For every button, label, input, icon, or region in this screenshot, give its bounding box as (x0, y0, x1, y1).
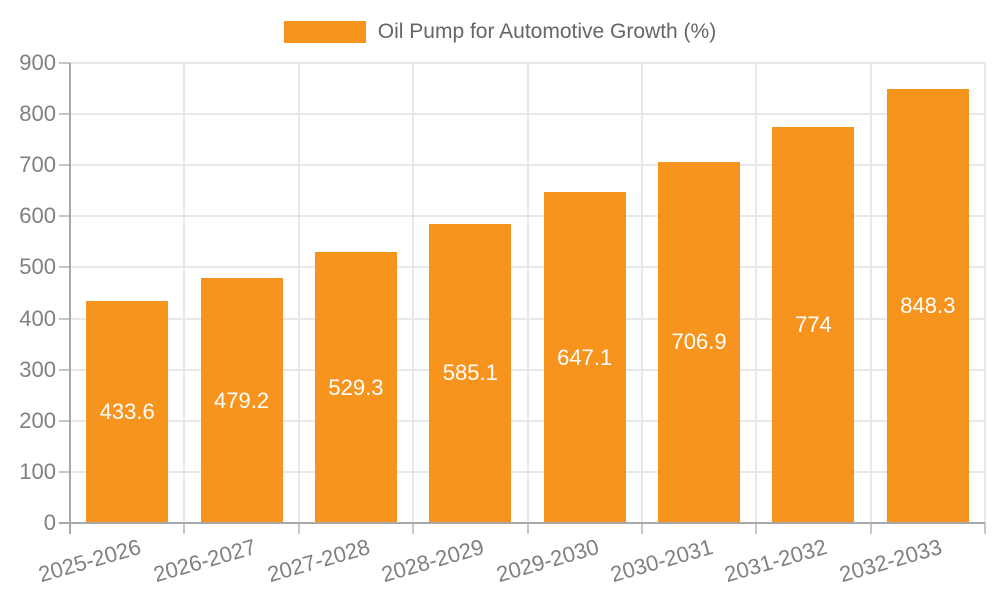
y-tick (59, 470, 70, 473)
y-tick-label: 100 (19, 458, 56, 484)
y-tick (59, 113, 70, 116)
legend-swatch (283, 21, 366, 43)
y-tick (59, 62, 70, 64)
v-gridline (297, 63, 300, 523)
legend[interactable]: Oil Pump for Automotive Growth (%) (0, 14, 1000, 50)
x-axis-line (59, 522, 985, 524)
bar: 848.3 (886, 89, 969, 523)
bar: 706.9 (658, 161, 741, 523)
v-gridline (984, 63, 986, 523)
bar: 529.3 (314, 252, 397, 523)
x-tick (869, 523, 872, 534)
v-gridline (755, 63, 758, 523)
bar: 585.1 (429, 223, 512, 523)
y-tick-label: 700 (19, 152, 56, 178)
x-tick (755, 523, 758, 534)
v-gridline (183, 63, 186, 523)
x-tick (526, 523, 529, 534)
y-tick-label: 600 (19, 203, 56, 229)
v-gridline (412, 63, 415, 523)
y-tick (59, 317, 70, 320)
y-tick (59, 368, 70, 371)
legend-label: Oil Pump for Automotive Growth (%) (377, 20, 717, 43)
bar-value-label: 585.1 (442, 360, 498, 386)
bar: 433.6 (86, 301, 169, 523)
v-gridline (526, 63, 529, 523)
y-tick (59, 419, 70, 422)
y-tick-label: 500 (19, 254, 56, 280)
bar-value-label: 848.3 (900, 293, 956, 319)
y-tick-label: 900 (19, 50, 56, 75)
x-tick (297, 523, 300, 534)
bar-value-label: 479.2 (214, 387, 270, 413)
bar-value-label: 529.3 (328, 374, 384, 400)
y-tick-label: 200 (19, 407, 56, 433)
bar-value-label: 433.6 (99, 399, 155, 425)
bar: 647.1 (543, 192, 626, 523)
x-tick (183, 523, 186, 534)
x-tick (640, 523, 643, 534)
v-gridline (640, 63, 643, 523)
bar-value-label: 647.1 (557, 344, 613, 370)
x-tick (412, 523, 415, 534)
y-tick-label: 0 (43, 510, 56, 535)
y-tick (59, 266, 70, 269)
x-tick (984, 523, 986, 534)
bar-value-label: 774 (795, 312, 832, 338)
y-tick (59, 164, 70, 167)
y-axis-line (69, 63, 71, 534)
bar: 479.2 (200, 278, 283, 523)
y-tick-label: 800 (19, 101, 56, 127)
y-tick (59, 215, 70, 218)
v-gridline (869, 63, 872, 523)
bar: 774 (772, 127, 855, 523)
bar-value-label: 706.9 (671, 329, 727, 355)
y-tick-label: 300 (19, 356, 56, 382)
y-tick-label: 400 (19, 305, 56, 331)
